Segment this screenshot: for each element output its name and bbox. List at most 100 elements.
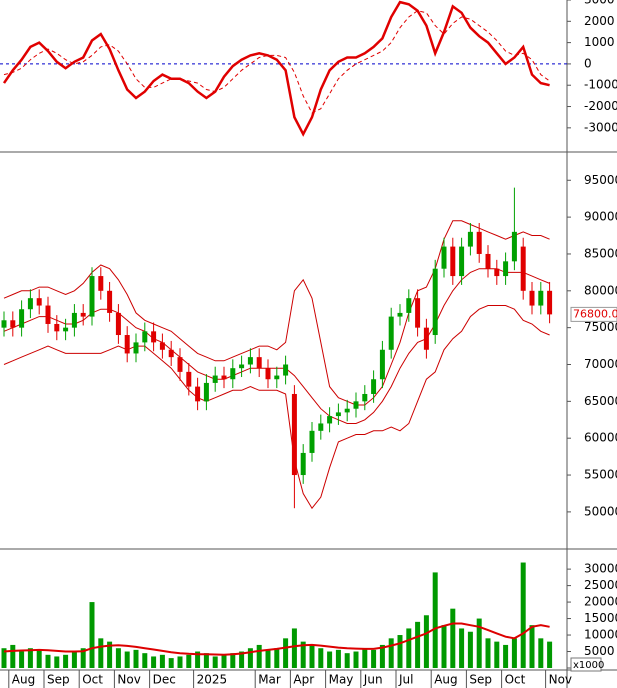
y-tick-label: 20000: [584, 595, 617, 609]
candle-body: [133, 342, 139, 354]
candle-body: [115, 312, 121, 336]
candle-body: [388, 316, 394, 350]
candle-body: [335, 412, 341, 417]
volume-bar: [45, 654, 51, 668]
candle-body: [1, 320, 7, 328]
candle-body: [212, 375, 218, 383]
x-tick-label: Nov: [117, 673, 140, 687]
candle-body: [406, 298, 412, 313]
volume-bar: [221, 654, 227, 668]
candle-body: [63, 327, 69, 332]
volume-bar: [441, 625, 447, 668]
bollinger-band: [3, 268, 550, 424]
candle-body: [538, 290, 544, 306]
signal-line: [3, 10, 550, 114]
volume-bar: [115, 648, 121, 668]
volume-bar: [1, 648, 7, 668]
volume-bar: [203, 653, 209, 668]
volume-bar: [265, 649, 271, 668]
volume-ma-line: [3, 622, 550, 656]
volume-bar: [291, 628, 297, 668]
volume-bar: [511, 638, 517, 668]
candle-body: [494, 268, 500, 277]
candle-body: [520, 246, 526, 291]
volume-bar: [485, 638, 491, 668]
volume-bar: [230, 653, 236, 668]
unit-box: [570, 657, 602, 672]
candle-body: [415, 298, 421, 328]
candle-body: [221, 375, 227, 380]
x-tick-label: Jul: [398, 673, 413, 687]
y-tick-label: 2000: [584, 14, 615, 28]
volume-bar: [107, 641, 113, 668]
candle-body: [89, 276, 95, 317]
volume-bar: [309, 644, 315, 668]
volume-bar: [186, 654, 192, 668]
y-tick-label: 85000: [584, 246, 617, 260]
y-tick-label: 50000: [584, 504, 617, 518]
candle-body: [265, 368, 271, 380]
volume-bar: [212, 656, 218, 668]
candle-body: [27, 298, 33, 310]
bollinger-band: [3, 220, 550, 406]
volume-bar: [159, 654, 165, 668]
x-tick-label: Oct: [82, 673, 103, 687]
candle-body: [151, 331, 157, 343]
candle-body: [98, 276, 104, 291]
candle-body: [10, 320, 16, 328]
y-tick-label: 80000: [584, 283, 617, 297]
candle-body: [283, 364, 289, 376]
volume-bar: [467, 631, 473, 668]
candle-body: [397, 312, 403, 317]
candle-body: [362, 393, 368, 402]
candle-body: [203, 382, 209, 402]
candle-body: [36, 298, 42, 306]
volume-bar: [423, 615, 429, 668]
candle-body: [371, 379, 377, 394]
volume-bar: [133, 649, 139, 668]
volume-bar: [195, 651, 201, 668]
candle-body: [485, 253, 491, 269]
y-tick-label: 25000: [584, 578, 617, 592]
volume-bar: [388, 638, 394, 668]
candle-body: [318, 423, 324, 431]
volume-bar: [124, 651, 130, 668]
volume-bar: [256, 644, 262, 668]
candle-body: [309, 430, 315, 453]
candle-body: [168, 349, 174, 358]
volume-bar: [54, 656, 60, 668]
volume-bar: [10, 644, 16, 668]
volume-bar: [432, 572, 438, 668]
candle-body: [344, 408, 350, 413]
y-tick-label: -3000: [584, 120, 617, 134]
volume-bar: [459, 628, 465, 668]
y-tick-label: 1000: [584, 35, 615, 49]
volume-bar: [406, 628, 412, 668]
unit-label: x1000: [573, 660, 604, 671]
volume-bar: [177, 656, 183, 668]
y-tick-label: 70000: [584, 357, 617, 371]
volume-bar: [247, 648, 253, 668]
volume-bar: [71, 651, 77, 668]
volume-bar: [362, 648, 368, 668]
candle-body: [19, 309, 25, 328]
y-tick-label: 3000: [584, 0, 615, 7]
candle-body: [511, 231, 517, 262]
macd-line: [2, 0, 550, 137]
volume-bar: [529, 625, 535, 668]
x-tick-label: Apr: [293, 673, 314, 687]
candle-body: [54, 323, 60, 332]
candle-body: [186, 371, 192, 387]
x-tick-label: Dec: [153, 673, 176, 687]
candle-body: [432, 268, 438, 336]
candle-body: [71, 312, 77, 328]
candle-body: [503, 261, 509, 277]
bollinger-band: [3, 305, 550, 510]
candle-body: [195, 386, 201, 402]
candle-body: [353, 401, 359, 409]
y-tick-label: 30000: [584, 562, 617, 576]
volume-bar: [89, 602, 95, 668]
x-tick-label: Sep: [469, 673, 492, 687]
